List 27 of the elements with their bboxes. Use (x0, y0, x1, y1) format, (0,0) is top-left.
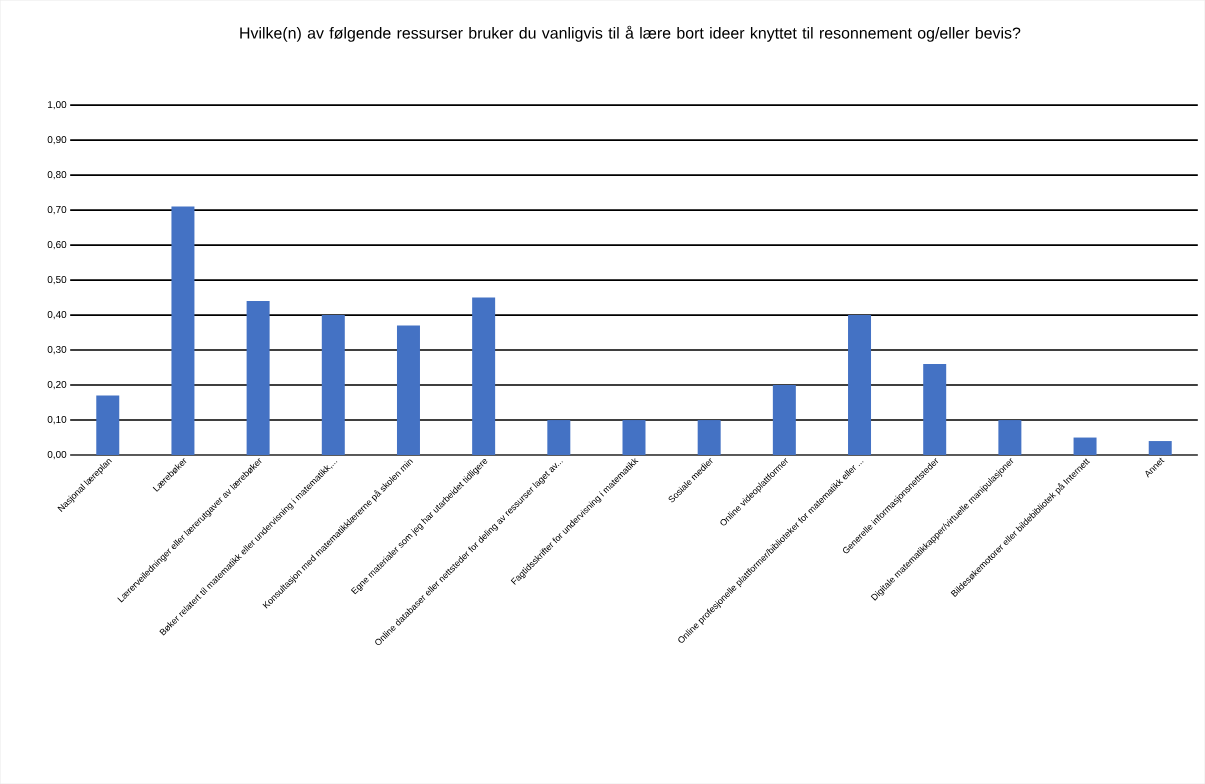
y-tick-label: 0,30 (47, 345, 67, 355)
y-tick-label: 0,50 (47, 275, 67, 285)
chart-title: Hvilke(n) av følgende ressurser bruker du vanligvis til å lære bort ideer knyttet til resonnement og/eller bevis? (240, 25, 1021, 42)
y-tick-label: 0,10 (47, 415, 67, 425)
bar (246, 301, 270, 455)
y-tick-label: 0,60 (47, 240, 67, 250)
y-tick-label: 0,40 (47, 310, 67, 320)
bar (697, 419, 721, 455)
bar (547, 419, 571, 455)
y-tick-label: 0,90 (47, 135, 67, 145)
y-tick-label: 1,00 (48, 100, 67, 110)
y-tick-label: 0,80 (47, 170, 67, 180)
bar (472, 297, 496, 455)
bar (998, 419, 1022, 455)
bar (923, 364, 947, 455)
bar (1073, 437, 1097, 455)
bar (1148, 440, 1172, 455)
bar (848, 315, 872, 455)
y-tick-label: 0,20 (47, 380, 67, 390)
bar (396, 325, 420, 455)
bar (96, 395, 120, 455)
y-tick-label: 0,70 (47, 205, 67, 215)
bar (321, 315, 345, 455)
y-tick-label: 0,00 (47, 450, 67, 460)
bar (622, 419, 646, 455)
bar (171, 206, 195, 455)
bar (772, 385, 796, 455)
